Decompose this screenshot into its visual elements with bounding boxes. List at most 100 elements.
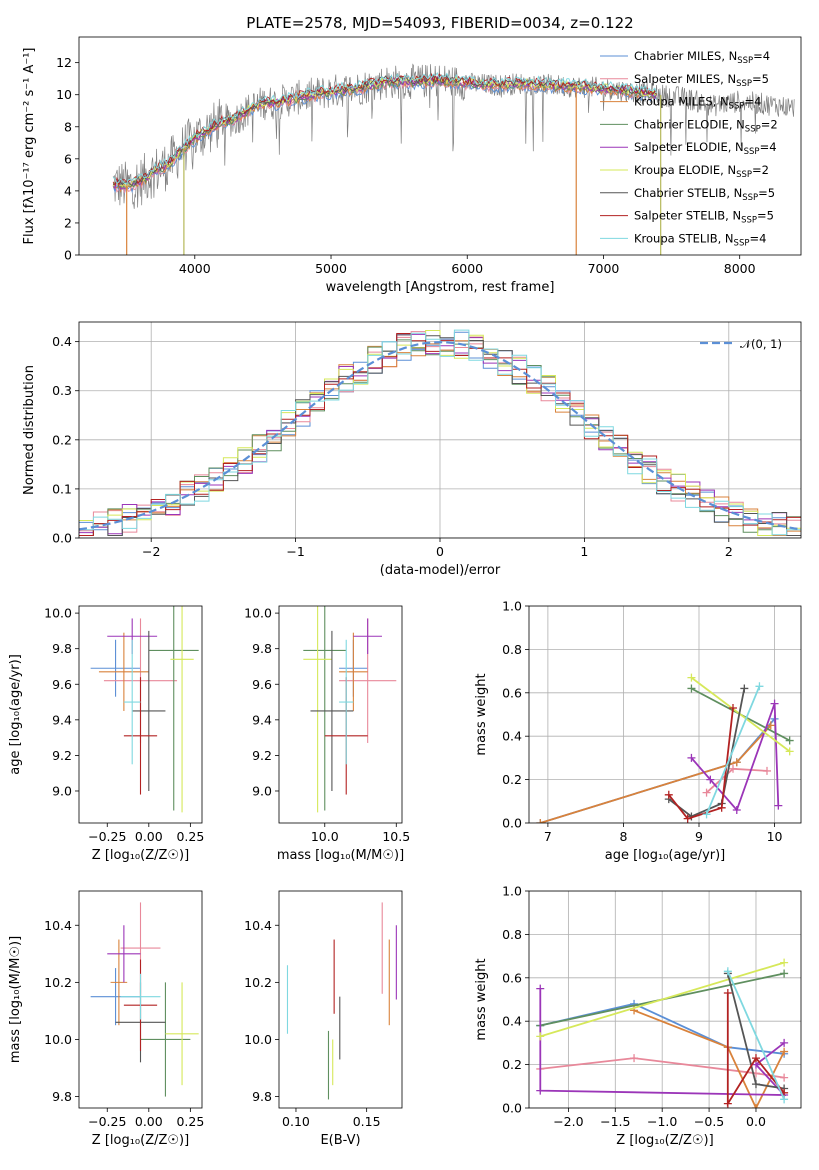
- y-tick-label: 10.2: [44, 975, 72, 990]
- y-tick-label: 9.8: [252, 641, 272, 656]
- histogram-6: [79, 334, 801, 536]
- x-axis-label: Z [log₁₀(Z/Z☉)]: [92, 848, 189, 863]
- legend-entry: Chabrier ELODIE, NSSP=2: [634, 117, 778, 134]
- y-axis-label: mass weight: [474, 673, 489, 755]
- y-tick-label: 4: [64, 183, 72, 198]
- legend-entry: Salpeter MILES, NSSP=5: [634, 72, 769, 89]
- x-tick-label: 0.0: [746, 1114, 766, 1129]
- legend-entry: Salpeter STELIB, NSSP=5: [634, 209, 774, 226]
- legend-entry: Kroupa STELIB, NSSP=4: [634, 231, 766, 248]
- y-tick-label: 8: [64, 119, 72, 134]
- plot-area: [112, 63, 795, 255]
- plot-area: [286, 902, 397, 1100]
- axes-frame: [78, 890, 203, 1109]
- weight-series-7: [726, 993, 785, 1107]
- x-tick-label: 0.25: [176, 829, 204, 844]
- y-tick-label: 0.0: [52, 531, 72, 546]
- data-spectrum: [112, 63, 795, 209]
- y-tick-label: 9.0: [52, 783, 72, 798]
- model-spectrum-8: [112, 72, 658, 185]
- weight-marker: [785, 747, 794, 756]
- weight-marker: [774, 801, 783, 810]
- model-spectrum-7: [112, 73, 657, 187]
- y-tick-label: 9.2: [52, 748, 72, 763]
- y-tick-label: 10: [56, 87, 72, 102]
- weight-marker: [751, 1104, 760, 1108]
- weight-marker: [780, 1047, 789, 1056]
- weight-series-4: [690, 703, 780, 812]
- weight-marker: [706, 775, 715, 784]
- x-tick-label: 0.10: [282, 1114, 310, 1129]
- legend-nssp: =4: [753, 49, 770, 63]
- y-tick-label: 0.8: [502, 927, 522, 942]
- histogram-8: [79, 329, 801, 536]
- legend-nssp: =4: [744, 95, 761, 109]
- x-tick-label: 8: [619, 829, 627, 844]
- legend-subscript: SSP: [729, 102, 745, 112]
- y-tick-label: 1.0: [502, 884, 522, 899]
- legend-entry: Salpeter ELODIE, NSSP=4: [634, 140, 777, 157]
- legend-subscript: SSP: [745, 124, 761, 134]
- y-tick-label: 10.4: [244, 918, 272, 933]
- x-tick-label: 0.25: [176, 1114, 204, 1129]
- y-axis-label: mass [log₁₀(M/M☉)]: [8, 936, 23, 1063]
- legend-entry: 𝒩(0, 1): [740, 337, 782, 351]
- x-tick-label: 0.00: [135, 829, 163, 844]
- axes-frame: [278, 605, 403, 824]
- weight-marker: [755, 682, 764, 691]
- weight-marker: [780, 1073, 789, 1082]
- weight-marker: [732, 805, 741, 814]
- x-axis-label: E(B-V): [320, 1133, 360, 1148]
- x-tick-label: 8000: [724, 261, 756, 276]
- legend-subscript: SSP: [736, 79, 752, 89]
- x-axis-label: Z [log₁₀(Z/Z☉)]: [92, 1133, 189, 1148]
- panel-mass-vs-ebv: 0.10 0.15 9.8 10.0 10.2 10.4 E(B-V): [244, 890, 403, 1148]
- x-tick-label: 0.15: [353, 1114, 381, 1129]
- legend-entry: Kroupa ELODIE, NSSP=2: [634, 163, 769, 180]
- panel-residuals: −2 −1 0 1 2 0.0 0.1 0.2 0.3 0.4 (data-model)/error…: [22, 321, 802, 578]
- y-axis-label: mass weight: [474, 958, 489, 1040]
- weight-marker: [751, 1054, 760, 1063]
- axes-frame: [78, 321, 802, 539]
- legend-nssp: =2: [752, 163, 769, 177]
- weight-marker: [766, 721, 775, 730]
- weight-marker: [763, 766, 771, 775]
- legend: Chabrier MILES, NSSP=4 Salpeter MILES, NS…: [600, 49, 778, 248]
- weight-marker: [536, 819, 545, 823]
- y-tick-label: 2: [64, 215, 72, 230]
- y-tick-label: 0.2: [52, 432, 72, 447]
- plot-area: [90, 606, 199, 813]
- x-tick-label: 0.00: [135, 1114, 163, 1129]
- weight-series-1: [705, 767, 768, 794]
- x-tick-label: −0.25: [88, 829, 126, 844]
- panels: 4000 5000 6000 7000 8000024681012wavelength …: [8, 36, 802, 1148]
- x-tick-label: −2: [142, 544, 160, 559]
- weight-series-8: [705, 685, 761, 815]
- x-tick-label: 10: [767, 829, 783, 844]
- y-tick-label: 9.2: [252, 748, 272, 763]
- legend-nssp: =2: [761, 117, 778, 131]
- weight-marker: [785, 736, 794, 745]
- weight-marker: [732, 758, 741, 767]
- y-tick-label: 12: [56, 55, 72, 70]
- weight-marker: [729, 764, 737, 773]
- x-tick-label: 1: [580, 544, 588, 559]
- x-tick-label: 7: [544, 829, 552, 844]
- panel-weight-vs-age: 7 8 9 10 0.0 0.2 0.4 0.6 0.8 1.0 age [log₁₀(age/yr…: [474, 599, 802, 863]
- weight-marker: [780, 1095, 789, 1104]
- plot-area: [79, 322, 801, 538]
- legend-subscript: SSP: [744, 147, 760, 157]
- y-tick-label: 0.6: [502, 685, 522, 700]
- panel-spectrum: 4000 5000 6000 7000 8000 0 2 4 6 8 10 12 wavelength …: [22, 36, 802, 295]
- y-tick-label: 9.8: [52, 641, 72, 656]
- y-tick-label: 1.0: [502, 599, 522, 614]
- y-tick-label: 0.4: [502, 729, 522, 744]
- x-axis-label: age [log₁₀(age/yr)]: [605, 848, 726, 863]
- legend-entry: Chabrier STELIB, NSSP=5: [634, 186, 775, 203]
- x-tick-label: 10.5: [382, 829, 410, 844]
- y-tick-label: 10.2: [244, 975, 272, 990]
- y-tick-label: 9.8: [52, 1089, 72, 1104]
- y-tick-label: 10.0: [244, 1032, 272, 1047]
- axes-frame: [528, 605, 802, 824]
